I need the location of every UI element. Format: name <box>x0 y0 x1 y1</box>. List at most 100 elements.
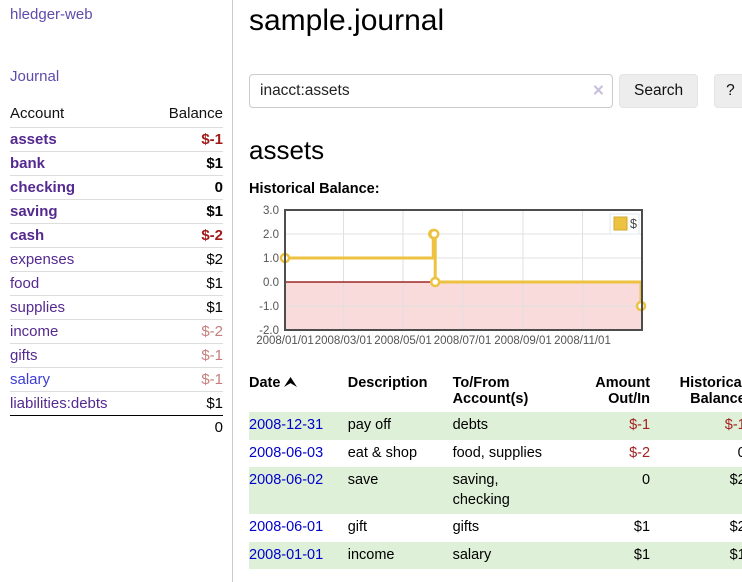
svg-text:2008/11/01: 2008/11/01 <box>554 335 611 347</box>
account-link-food[interactable]: food <box>10 275 40 292</box>
date-header-label: Date <box>249 375 281 391</box>
search-field-wrap: × <box>249 74 613 108</box>
transaction-description-cell: save <box>347 472 379 489</box>
transaction-date-link[interactable]: 2008-06-01 <box>249 519 324 536</box>
transaction-date-cell: 2008-01-01 <box>249 542 348 570</box>
account-row: saving $1 <box>10 199 223 224</box>
account-row: gifts $-1 <box>10 343 223 368</box>
transaction-row: 2008-06-02 save saving, checking 0 $2 <box>249 467 742 515</box>
account-balance: $1 <box>146 271 223 296</box>
transaction-date-cell: 2008-06-03 <box>249 440 348 468</box>
accounts-total-row: 0 <box>10 415 223 439</box>
account-row: checking 0 <box>10 175 223 200</box>
account-row: bank $1 <box>10 151 223 176</box>
account-link-bank[interactable]: bank <box>10 155 46 172</box>
journal-nav-link[interactable]: Journal <box>10 68 60 85</box>
account-link-checking[interactable]: checking <box>10 179 76 196</box>
clear-search-icon[interactable]: × <box>592 80 604 102</box>
transaction-amount-cell: $1 <box>633 519 651 536</box>
transaction-description-cell: pay off <box>347 417 392 433</box>
account-name-cell: food <box>10 271 147 296</box>
svg-text:2008/01/01: 2008/01/01 <box>256 335 314 347</box>
account-row: cash $-2 <box>10 223 223 248</box>
account-name-cell: cash <box>10 223 147 248</box>
account-row: income $-2 <box>10 319 223 344</box>
transaction-description-cell: income <box>347 546 395 563</box>
account-balance: $-1 <box>146 127 223 152</box>
transaction-date-cell: 2008-06-01 <box>249 514 348 542</box>
chart-label: Historical Balance: <box>249 181 380 197</box>
transaction-row: 2008-06-03 eat & shop food, supplies $-2 0 <box>249 440 742 468</box>
page-title: sample.journal <box>249 4 445 37</box>
account-link-expenses[interactable]: expenses <box>10 251 75 268</box>
sidebar: hledger-web Journal Account Balance asse… <box>0 0 233 582</box>
account-name-cell: checking <box>10 175 147 200</box>
accounts-total-value: 0 <box>146 415 223 439</box>
transaction-accounts-cell: debts <box>452 417 489 433</box>
search-input[interactable] <box>249 74 613 108</box>
transaction-date-link[interactable]: 2008-01-01 <box>249 546 324 563</box>
transaction-date-link[interactable]: 2008-06-03 <box>249 444 324 461</box>
app-title-link[interactable]: hledger-web <box>10 6 93 23</box>
date-column-header[interactable]: Date <box>249 373 348 412</box>
account-name-cell: assets <box>10 127 147 152</box>
account-link-saving[interactable]: saving <box>10 203 58 220</box>
account-link-gifts[interactable]: gifts <box>10 347 38 364</box>
account-balance: $-1 <box>146 367 223 392</box>
account-balance: $-2 <box>146 319 223 344</box>
transaction-row: 2008-01-01 income salary $1 $1 <box>249 541 742 570</box>
balance-column-header: Balance <box>168 105 223 122</box>
balance-column-header-register: Historical Balance <box>679 375 742 407</box>
account-link-supplies[interactable]: supplies <box>10 299 66 316</box>
account-link-salary[interactable]: salary <box>10 371 51 388</box>
svg-text:2.0: 2.0 <box>263 229 279 241</box>
transaction-amount-cell: $-1 <box>629 417 651 433</box>
svg-text:$: $ <box>630 217 637 231</box>
svg-text:-1.0: -1.0 <box>259 301 279 313</box>
accounts-table: Account Balance assets $-1 bank $1 checking 0… <box>10 102 223 439</box>
svg-text:2008/07/01: 2008/07/01 <box>434 335 492 347</box>
account-balance: $1 <box>146 295 223 320</box>
account-column-header: Account <box>10 105 65 122</box>
transaction-balance-cell: $1 <box>729 546 742 563</box>
account-name-cell: supplies <box>10 295 147 320</box>
account-heading: assets <box>249 135 325 165</box>
svg-text:-2.0: -2.0 <box>259 325 279 337</box>
accounts-column-header: To/From Account(s) <box>452 375 529 407</box>
svg-text:1.0: 1.0 <box>263 253 279 265</box>
account-link-income[interactable]: income <box>10 323 59 340</box>
register-header-row: Date Description To/From Account(s) Amou… <box>249 373 742 412</box>
description-column-header: Description <box>347 375 428 391</box>
search-button[interactable]: Search <box>619 74 699 108</box>
account-row: liabilities:debts $1 <box>10 391 223 416</box>
main-content: sample.journal × Search ? assets Histori… <box>233 0 742 582</box>
transaction-date-link[interactable]: 2008-12-31 <box>249 417 324 433</box>
account-balance: $-1 <box>146 343 223 368</box>
accounts-table-header: Account Balance <box>10 102 223 128</box>
transaction-row: 2008-12-31 pay off debts $-1 $-1 <box>249 412 742 440</box>
transaction-balance-cell: 0 <box>737 444 742 461</box>
account-link-assets[interactable]: assets <box>10 131 57 148</box>
transaction-accounts-cell: gifts <box>452 519 480 536</box>
transaction-amount-cell: $-2 <box>629 444 651 461</box>
account-balance: $1 <box>146 391 223 416</box>
help-button[interactable]: ? <box>714 74 742 108</box>
svg-text:2008/05/01: 2008/05/01 <box>374 335 432 347</box>
account-name-cell: income <box>10 319 147 344</box>
svg-text:3.0: 3.0 <box>263 205 279 217</box>
account-link-liabilities-debts[interactable]: liabilities:debts <box>10 395 108 412</box>
transaction-balance-cell: $2 <box>729 519 742 536</box>
account-balance: 0 <box>146 175 223 200</box>
transaction-row: 2008-06-01 gift gifts $1 $2 <box>249 514 742 542</box>
svg-text:0.0: 0.0 <box>263 277 279 289</box>
sort-ascending-icon <box>284 377 298 387</box>
account-balance: $1 <box>146 151 223 176</box>
transaction-balance-cell: $2 <box>729 472 742 489</box>
svg-text:2008/03/01: 2008/03/01 <box>315 335 373 347</box>
account-name-cell: expenses <box>10 247 147 272</box>
account-link-cash[interactable]: cash <box>10 227 45 244</box>
transaction-balance-cell: $-1 <box>724 417 742 433</box>
spacer-cell <box>10 415 147 439</box>
account-row: expenses $2 <box>10 247 223 272</box>
transaction-date-link[interactable]: 2008-06-02 <box>249 472 324 489</box>
